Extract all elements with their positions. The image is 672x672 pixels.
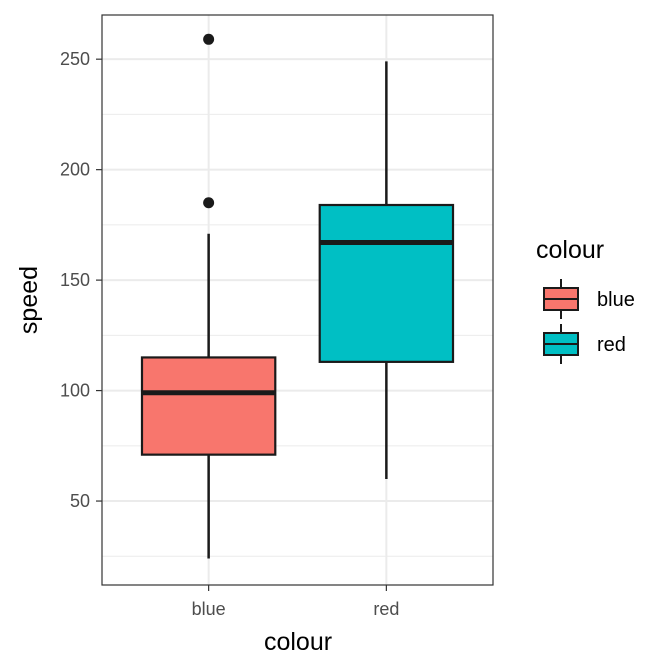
y-axis-ticks: 50 100 150 200 250 <box>60 49 102 511</box>
legend: colour blue red <box>536 236 635 364</box>
y-tick-label: 100 <box>60 381 90 401</box>
outlier-point <box>203 33 215 45</box>
x-tick-label: red <box>373 599 399 619</box>
x-axis-title: colour <box>264 628 332 656</box>
y-tick-label: 150 <box>60 270 90 290</box>
x-axis-ticks: blue red <box>192 585 399 619</box>
panel-border <box>101 14 494 586</box>
legend-label: blue <box>597 289 635 311</box>
x-tick-label: blue <box>192 599 226 619</box>
box-blue <box>140 33 277 559</box>
box-series <box>140 33 455 559</box>
box-red <box>318 61 455 479</box>
legend-title: colour <box>536 236 604 264</box>
y-tick-label: 200 <box>60 160 90 180</box>
box-body <box>318 203 455 363</box>
outlier-point <box>203 197 215 209</box>
y-axis-title: speed <box>15 266 43 334</box>
legend-item-red: red <box>543 324 626 364</box>
y-tick-label: 250 <box>60 49 90 69</box>
legend-item-blue: blue <box>543 279 635 319</box>
y-tick-label: 50 <box>70 491 90 511</box>
box-body <box>140 356 277 456</box>
legend-label: red <box>597 334 626 356</box>
